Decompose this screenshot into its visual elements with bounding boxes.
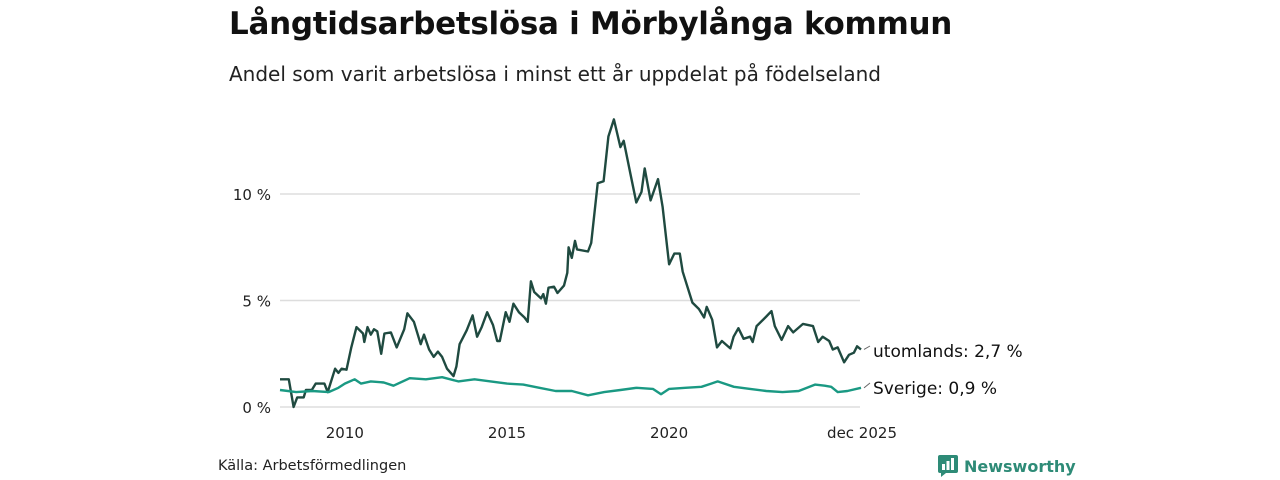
newsworthy-logo-icon xyxy=(938,455,958,477)
y-tick-label: 5 % xyxy=(242,293,271,311)
chart-title: Långtidsarbetslösa i Mörbylånga kommun xyxy=(229,6,952,42)
series-line-sverige xyxy=(279,376,862,397)
series-end-label: Sverige: 0,9 % xyxy=(873,379,997,399)
x-tick-label: 2015 xyxy=(488,424,526,442)
end-label-leader xyxy=(863,382,871,389)
x-tick-label: 2020 xyxy=(650,424,688,442)
series-line-utomlands xyxy=(280,118,862,409)
chart-subtitle: Andel som varit arbetslösa i minst ett å… xyxy=(229,62,881,86)
y-tick-label: 10 % xyxy=(233,186,271,204)
newsworthy-logo[interactable]: Newsworthy xyxy=(938,455,1076,477)
x-tick-label: dec 2025 xyxy=(827,424,897,442)
end-label-leader xyxy=(863,345,871,350)
y-tick-label: 0 % xyxy=(242,399,271,417)
series-end-label: utomlands: 2,7 % xyxy=(873,342,1023,362)
source-note: Källa: Arbetsförmedlingen xyxy=(218,458,407,474)
brand-name: Newsworthy xyxy=(964,456,1076,476)
x-tick-label: 2010 xyxy=(326,424,364,442)
